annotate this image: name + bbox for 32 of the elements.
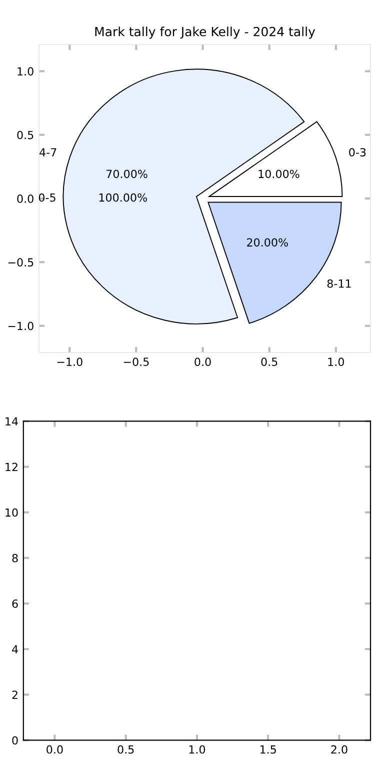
x-tick-label: 2.0 xyxy=(331,745,348,754)
chart-title: Mark tally for Jake Kelly - 2024 tally xyxy=(95,26,316,39)
y-tick-label: 14 xyxy=(6,417,18,426)
annotation: 0-5 xyxy=(38,193,56,202)
y-tick-label: −0.5 xyxy=(8,258,34,267)
y-tick-label: 2 xyxy=(12,690,18,699)
x-tick-label: 1.5 xyxy=(260,745,276,754)
x-tick-label: 0.0 xyxy=(194,358,211,366)
y-tick-label: 8 xyxy=(12,554,18,562)
x-tick-label: 0.5 xyxy=(261,358,278,366)
y-tick-label: 0.5 xyxy=(17,130,34,140)
data-label: 70.00% xyxy=(106,170,148,178)
y-tick-label: −1.0 xyxy=(8,322,34,330)
x-tick-label: 0.0 xyxy=(46,745,63,754)
data-label: 10.00% xyxy=(258,170,300,178)
y-tick-label: 6 xyxy=(12,599,18,608)
x-tick-label: 1.0 xyxy=(328,358,344,366)
y-tick-label: 0 xyxy=(12,736,18,745)
data-label: 20.00% xyxy=(247,238,288,247)
y-tick-label: 1.0 xyxy=(18,67,34,76)
slice-label: 4-7 xyxy=(40,148,56,156)
annotation: 100.00% xyxy=(99,193,147,202)
slice-label: 0-3 xyxy=(349,148,366,156)
y-tick-label: 12 xyxy=(6,462,18,471)
x-tick-label: −0.5 xyxy=(124,358,149,366)
y-tick-label: 10 xyxy=(6,508,18,517)
slice-label: 8-11 xyxy=(327,279,351,288)
x-tick-label: 0.5 xyxy=(118,745,134,754)
y-tick-label: 4 xyxy=(12,645,18,654)
x-tick-label: −1.0 xyxy=(57,358,82,366)
x-tick-label: 1.0 xyxy=(189,745,206,754)
y-tick-label: 0.0 xyxy=(17,194,34,203)
